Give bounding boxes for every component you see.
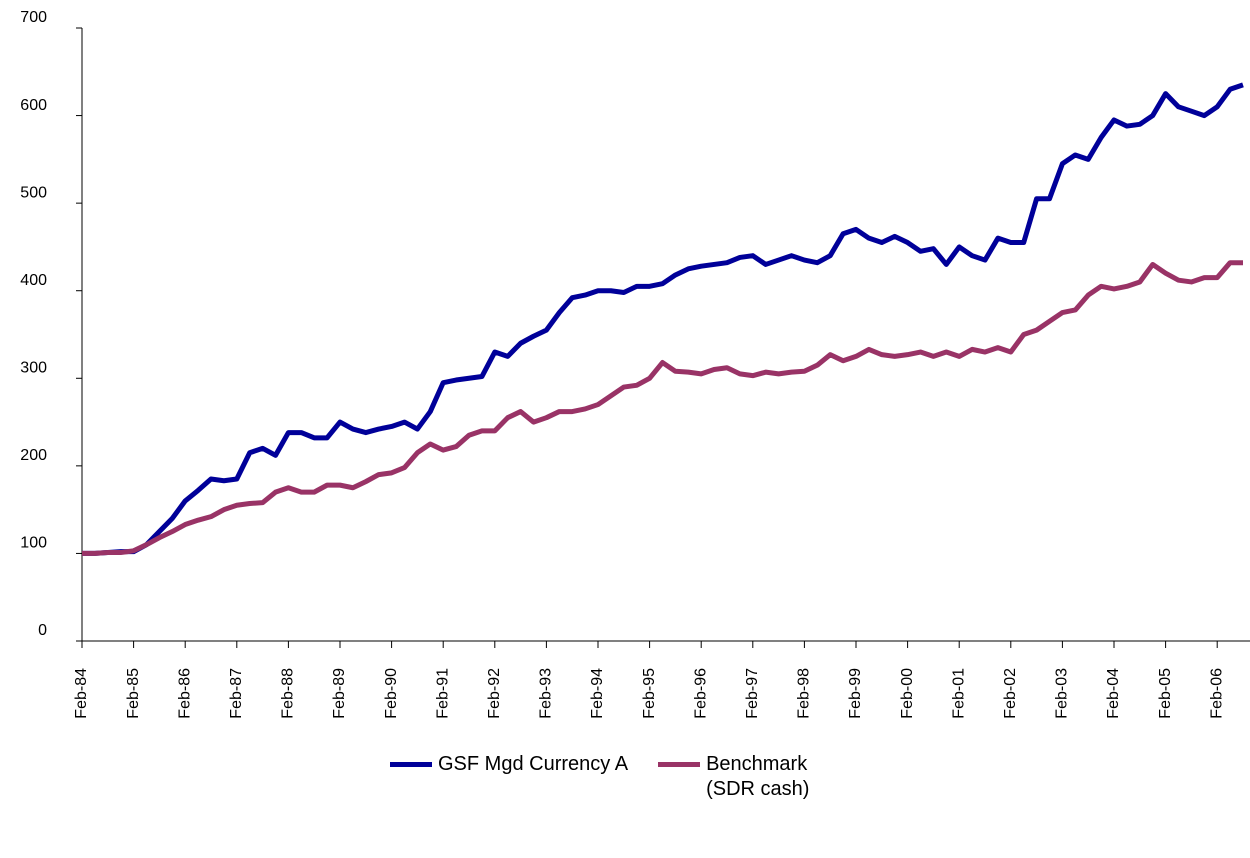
y-tick-label: 100 [20,535,47,552]
x-tick-label: Feb-04 [1105,668,1122,719]
legend-item: GSF Mgd Currency A [390,752,628,802]
x-tick-label: Feb-99 [847,668,864,719]
y-tick-label: 500 [20,184,47,201]
x-tick-label: Feb-06 [1208,668,1225,719]
y-tick-label: 400 [20,272,47,289]
x-tick-label: Feb-92 [486,668,503,719]
y-tick-label: 300 [20,360,47,377]
x-tick-label: Feb-05 [1157,668,1174,719]
x-tick-label: Feb-94 [589,668,606,719]
x-tick-label: Feb-96 [692,668,709,719]
x-tick-label: Feb-95 [641,668,658,719]
x-tick-label: Feb-00 [899,668,916,719]
x-tick-label: Feb-86 [176,668,193,719]
x-tick-label: Feb-98 [796,668,813,719]
x-tick-label: Feb-85 [125,668,142,719]
x-tick-label: Feb-03 [1054,668,1071,719]
y-tick-label: 600 [20,97,47,114]
chart: 0 100 200 300 400 500 600 700 Feb-84 Feb-85 Feb-86… [20,9,1250,719]
x-tick-label: Feb-90 [383,668,400,719]
legend: GSF Mgd Currency A Benchmark (SDR cash) [390,752,816,802]
x-tick-label: Feb-87 [228,668,245,719]
x-tick-label: Feb-02 [1002,668,1019,719]
x-tick-label: Feb-97 [744,668,761,719]
y-tick-label: 200 [20,447,47,464]
x-tick-label: Feb-93 [538,668,555,719]
y-tick-label: 0 [38,622,47,639]
legend-swatch [658,762,701,767]
series-line [82,260,1243,556]
y-tick-label: 700 [20,9,47,26]
legend-label: GSF Mgd Currency A [438,753,629,775]
x-tick-label: Feb-01 [950,668,967,719]
legend-swatch [390,762,432,767]
x-tick-label: Feb-84 [73,668,90,719]
series-line [82,82,1244,556]
x-tick-label: Feb-89 [331,668,348,719]
legend-item: Benchmark (SDR cash) [658,752,816,802]
x-tick-label: Feb-91 [434,668,451,719]
x-tick-label: Feb-88 [280,668,297,719]
legend-label: Benchmark (SDR cash) [706,753,810,800]
